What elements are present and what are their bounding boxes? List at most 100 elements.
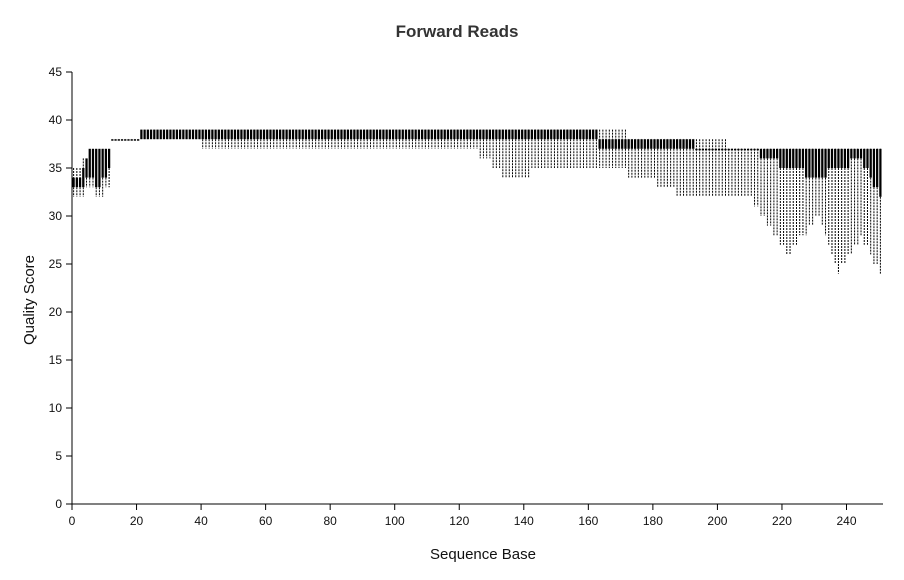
quartile-box bbox=[246, 129, 250, 140]
box-position bbox=[517, 129, 521, 178]
quartile-box bbox=[459, 129, 462, 140]
quartile-box bbox=[98, 148, 101, 188]
box-position bbox=[740, 148, 743, 197]
quartile-box bbox=[469, 129, 472, 140]
box-position bbox=[311, 129, 314, 149]
box-position bbox=[575, 129, 579, 168]
box-position bbox=[78, 168, 82, 197]
quartile-box bbox=[362, 129, 366, 140]
box-position bbox=[563, 129, 566, 168]
quartile-box bbox=[608, 139, 611, 149]
quartile-box bbox=[120, 139, 124, 141]
quartile-box bbox=[779, 148, 782, 168]
quartile-box bbox=[675, 139, 679, 149]
quartile-box bbox=[805, 148, 808, 178]
quartile-box bbox=[711, 148, 714, 151]
y-tick-label: 35 bbox=[49, 161, 63, 175]
box-position bbox=[327, 129, 330, 149]
box-position bbox=[511, 129, 514, 178]
box-position bbox=[395, 129, 398, 149]
quartile-box bbox=[663, 139, 666, 149]
box-position bbox=[372, 129, 375, 149]
box-position bbox=[308, 129, 311, 149]
quartile-box bbox=[424, 129, 427, 140]
box-position bbox=[204, 129, 208, 149]
box-position bbox=[211, 129, 214, 149]
quartile-box bbox=[443, 129, 446, 140]
box-position bbox=[417, 129, 421, 149]
quartile-box bbox=[814, 148, 817, 178]
quartile-box bbox=[178, 129, 182, 140]
quartile-box bbox=[753, 148, 756, 151]
box-position bbox=[714, 139, 717, 197]
quartile-box bbox=[650, 139, 653, 149]
quartile-box bbox=[556, 129, 559, 140]
quartile-box bbox=[701, 148, 705, 151]
quartile-box bbox=[356, 129, 359, 140]
box-position bbox=[107, 148, 111, 188]
box-position bbox=[827, 148, 830, 245]
box-position bbox=[430, 129, 433, 149]
quartile-box bbox=[301, 129, 304, 140]
quartile-box bbox=[146, 129, 149, 140]
box-position bbox=[104, 148, 108, 188]
box-position bbox=[834, 148, 837, 264]
quartile-box bbox=[408, 129, 411, 140]
box-position bbox=[224, 129, 227, 149]
quartile-box bbox=[372, 129, 375, 140]
box-position bbox=[682, 139, 685, 197]
quartile-box bbox=[262, 129, 266, 140]
quartile-box bbox=[746, 148, 750, 151]
x-tick-label: 160 bbox=[578, 514, 598, 528]
quartile-box bbox=[653, 139, 656, 149]
quartile-box bbox=[243, 129, 246, 140]
quartile-box bbox=[253, 129, 256, 140]
quartile-box bbox=[685, 139, 688, 149]
box-position bbox=[637, 139, 640, 178]
quartile-box bbox=[498, 129, 501, 140]
quartile-box bbox=[111, 139, 114, 141]
quartile-box bbox=[269, 129, 272, 140]
box-position bbox=[837, 148, 840, 274]
box-position bbox=[182, 129, 185, 140]
box-position bbox=[169, 129, 172, 140]
box-position bbox=[508, 129, 511, 178]
box-position bbox=[220, 129, 224, 149]
quartile-box bbox=[850, 148, 853, 159]
quartile-box bbox=[808, 148, 811, 178]
box-position bbox=[256, 129, 259, 149]
box-position bbox=[130, 139, 133, 141]
box-position bbox=[291, 129, 295, 149]
quartile-box bbox=[724, 148, 727, 151]
box-position bbox=[621, 129, 624, 168]
quartile-box bbox=[398, 129, 401, 140]
quartile-box bbox=[127, 139, 130, 141]
quartile-box bbox=[550, 129, 553, 140]
quartile-box bbox=[337, 129, 340, 140]
quartile-box bbox=[417, 129, 421, 140]
box-position bbox=[624, 129, 627, 168]
quartile-box bbox=[775, 148, 779, 159]
quartile-box bbox=[811, 148, 814, 178]
box-position bbox=[627, 139, 630, 178]
box-position bbox=[675, 139, 679, 197]
box-position bbox=[333, 129, 337, 149]
box-position bbox=[579, 129, 582, 168]
x-tick-label: 140 bbox=[514, 514, 534, 528]
quartile-box bbox=[582, 129, 585, 140]
quartile-box bbox=[575, 129, 579, 140]
box-position bbox=[653, 139, 656, 178]
box-position bbox=[817, 148, 821, 216]
quartile-box bbox=[682, 139, 685, 149]
quartile-box bbox=[272, 129, 275, 140]
box-position bbox=[540, 129, 543, 168]
box-position bbox=[559, 129, 563, 168]
box-position bbox=[424, 129, 427, 149]
box-position bbox=[566, 129, 569, 168]
quartile-box bbox=[524, 129, 527, 140]
quartile-box bbox=[311, 129, 314, 140]
quartile-box bbox=[169, 129, 172, 140]
quartile-box bbox=[511, 129, 514, 140]
quartile-box bbox=[630, 139, 634, 149]
box-position bbox=[533, 129, 537, 168]
